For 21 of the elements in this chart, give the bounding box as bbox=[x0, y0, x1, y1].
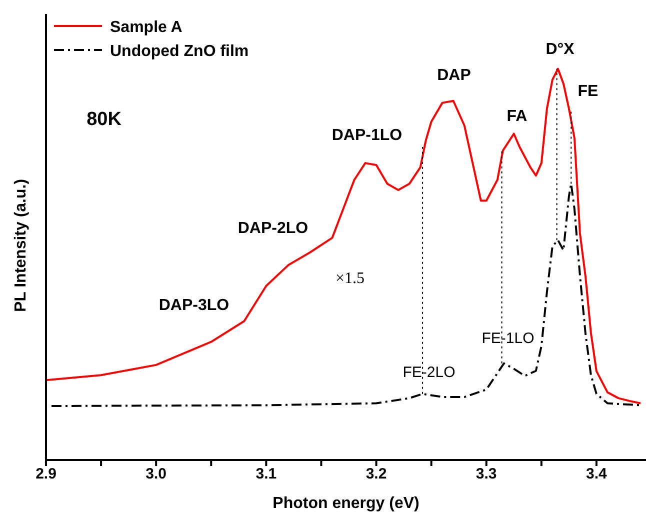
annotation: FE-2LO bbox=[402, 364, 456, 381]
legend-label: Undoped ZnO film bbox=[110, 43, 249, 60]
x-tick-label: 3.3 bbox=[476, 466, 497, 483]
x-tick-label: 3.0 bbox=[146, 466, 167, 483]
annotation: FE-1LO bbox=[482, 330, 534, 347]
annotation: 80K bbox=[86, 109, 122, 130]
x-tick-label: 3.2 bbox=[366, 466, 387, 483]
x-tick-label: 2.9 bbox=[36, 466, 56, 483]
annotation: DAP-3LO bbox=[158, 297, 230, 314]
annotation: DAP-2LO bbox=[238, 220, 308, 237]
annotation: FE bbox=[578, 83, 599, 100]
annotation: ×1.5 bbox=[335, 270, 365, 287]
y-axis-title: PL Intensity (a.u.) bbox=[12, 178, 30, 312]
annotation: DAP-1LO bbox=[332, 127, 402, 144]
x-tick-label: 3.4 bbox=[586, 466, 608, 483]
legend-label: Sample A bbox=[110, 19, 183, 36]
annotation: DAP bbox=[437, 67, 472, 84]
text: D°X bbox=[546, 41, 575, 58]
x-axis-title: Photon energy (eV) bbox=[272, 495, 420, 512]
x-tick-label: 3.1 bbox=[256, 466, 277, 483]
annotation: FA bbox=[506, 108, 528, 125]
